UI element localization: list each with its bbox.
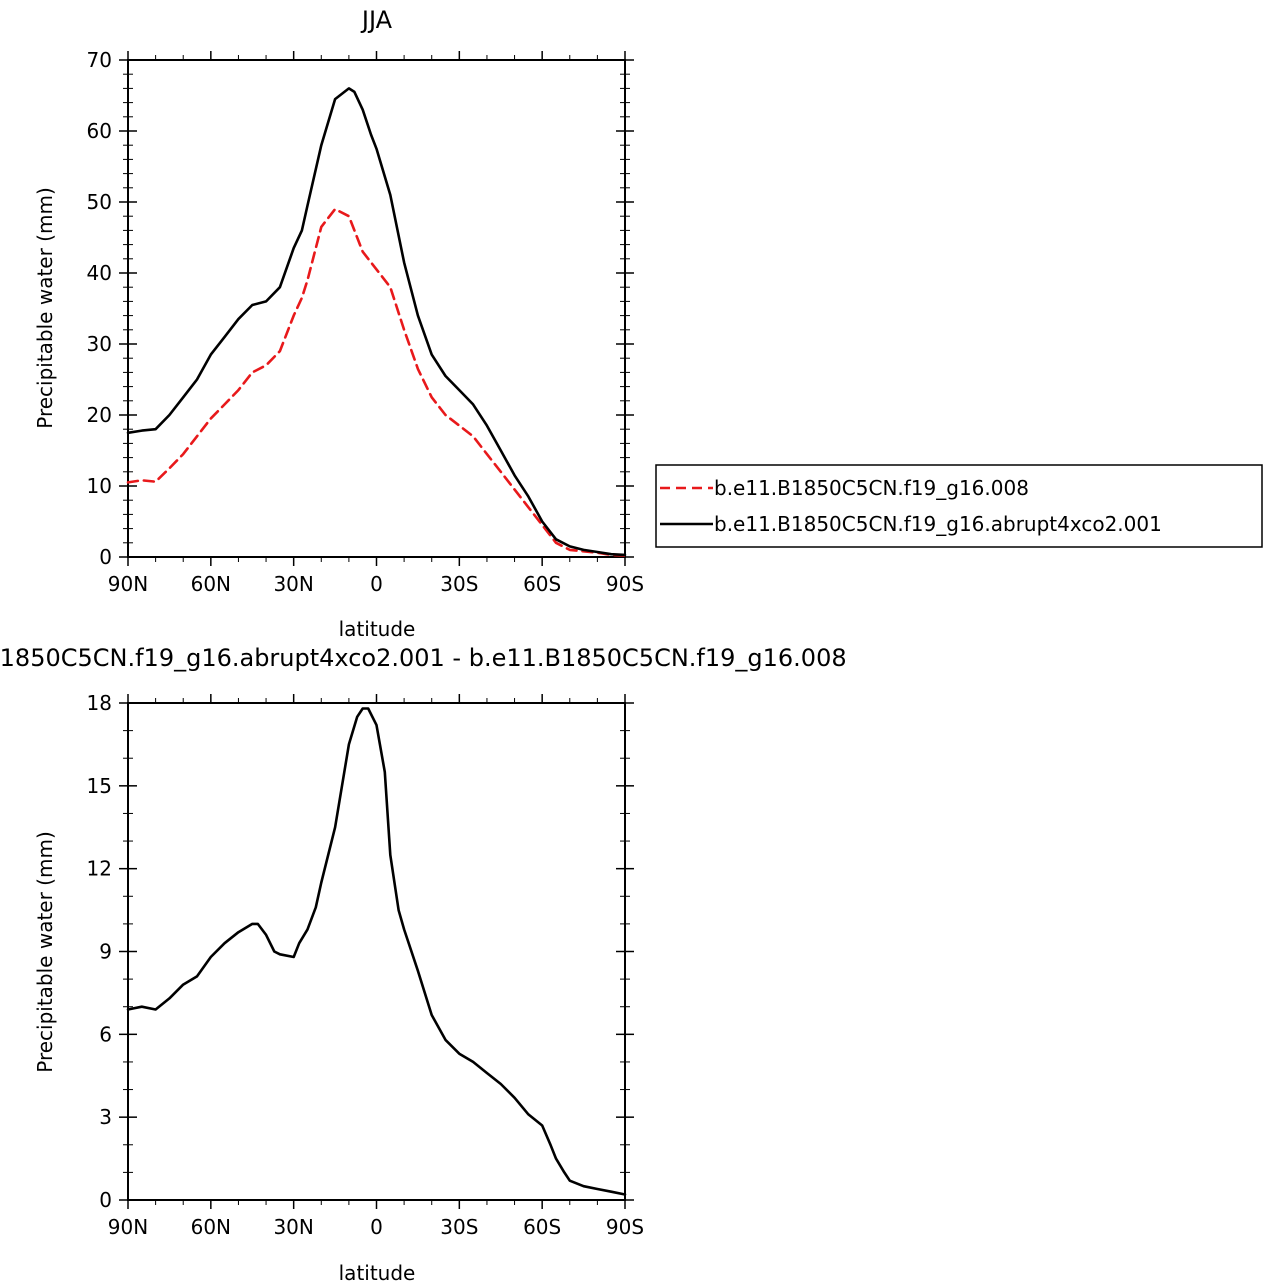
series-lines xyxy=(126,707,627,1196)
x-tick-label: 60N xyxy=(191,1215,231,1239)
series-line-0 xyxy=(126,707,627,1196)
x-tick-labels: 90N 60N 30N 0 30S 60S 90S xyxy=(108,1215,644,1239)
x-axis-title: latitude xyxy=(339,617,416,641)
y-axis-title: Precipitable water (mm) xyxy=(33,831,57,1073)
x-tick-label: 30S xyxy=(440,1215,478,1239)
x-tick-label: 30N xyxy=(273,1215,313,1239)
y-tick-label: 18 xyxy=(87,691,112,715)
legend-label-control: b.e11.B1850C5CN.f19_g16.008 xyxy=(714,476,1029,500)
x-tick-label: 0 xyxy=(370,1215,383,1239)
x-tick-label: 90N xyxy=(108,572,148,596)
chart-title: b.e11.B1850C5CN.f19_g16.abrupt4xco2.001 … xyxy=(0,644,847,672)
x-tick-label: 60S xyxy=(523,1215,561,1239)
axis-ticks xyxy=(119,51,634,566)
x-tick-label: 90S xyxy=(606,572,644,596)
y-axis-title: Precipitable water (mm) xyxy=(33,187,57,429)
y-tick-label: 0 xyxy=(99,545,112,569)
x-axis-title: latitude xyxy=(339,1261,416,1285)
x-tick-labels: 90N 60N 30N 0 30S 60S 90S xyxy=(108,572,644,596)
y-tick-label: 6 xyxy=(99,1022,112,1046)
y-tick-label: 3 xyxy=(99,1105,112,1129)
y-tick-label: 70 xyxy=(87,48,112,72)
chart-difference: b.e11.B1850C5CN.f19_g16.abrupt4xco2.001 … xyxy=(0,644,847,1285)
y-tick-label: 30 xyxy=(87,332,112,356)
x-tick-label: 90S xyxy=(606,1215,644,1239)
y-tick-label: 60 xyxy=(87,119,112,143)
x-tick-label: 90N xyxy=(108,1215,148,1239)
y-tick-labels: 0 10 20 30 40 50 60 70 xyxy=(87,48,112,569)
y-tick-label: 12 xyxy=(87,857,112,881)
x-tick-label: 30N xyxy=(273,572,313,596)
x-tick-label: 30S xyxy=(440,572,478,596)
y-tick-label: 0 xyxy=(99,1188,112,1212)
chart-title: JJA xyxy=(360,6,393,34)
axis-ticks xyxy=(119,694,634,1209)
y-tick-label: 15 xyxy=(87,774,112,798)
y-tick-label: 40 xyxy=(87,261,112,285)
x-tick-label: 60N xyxy=(191,572,231,596)
y-tick-label: 9 xyxy=(99,940,112,964)
y-tick-label: 50 xyxy=(87,190,112,214)
series-line-1 xyxy=(126,87,627,557)
legend: b.e11.B1850C5CN.f19_g16.008 b.e11.B1850C… xyxy=(655,464,1263,548)
legend-label-abrupt4xco2: b.e11.B1850C5CN.f19_g16.abrupt4xco2.001 xyxy=(714,512,1162,536)
series-lines xyxy=(126,87,627,557)
chart-jja: JJA 90N 60N 30N 0 30S 60S 90S 010203040506070 … xyxy=(33,6,1263,641)
y-tick-label: 10 xyxy=(87,474,112,498)
plot-frame xyxy=(127,702,626,1201)
x-tick-label: 60S xyxy=(523,572,561,596)
plot-frame xyxy=(127,59,626,558)
legend-box xyxy=(655,464,1263,548)
series-line-0 xyxy=(126,207,627,557)
x-tick-label: 0 xyxy=(370,572,383,596)
y-tick-label: 20 xyxy=(87,403,112,427)
y-tick-labels: 0 3 6 9 12 15 18 xyxy=(87,691,112,1212)
